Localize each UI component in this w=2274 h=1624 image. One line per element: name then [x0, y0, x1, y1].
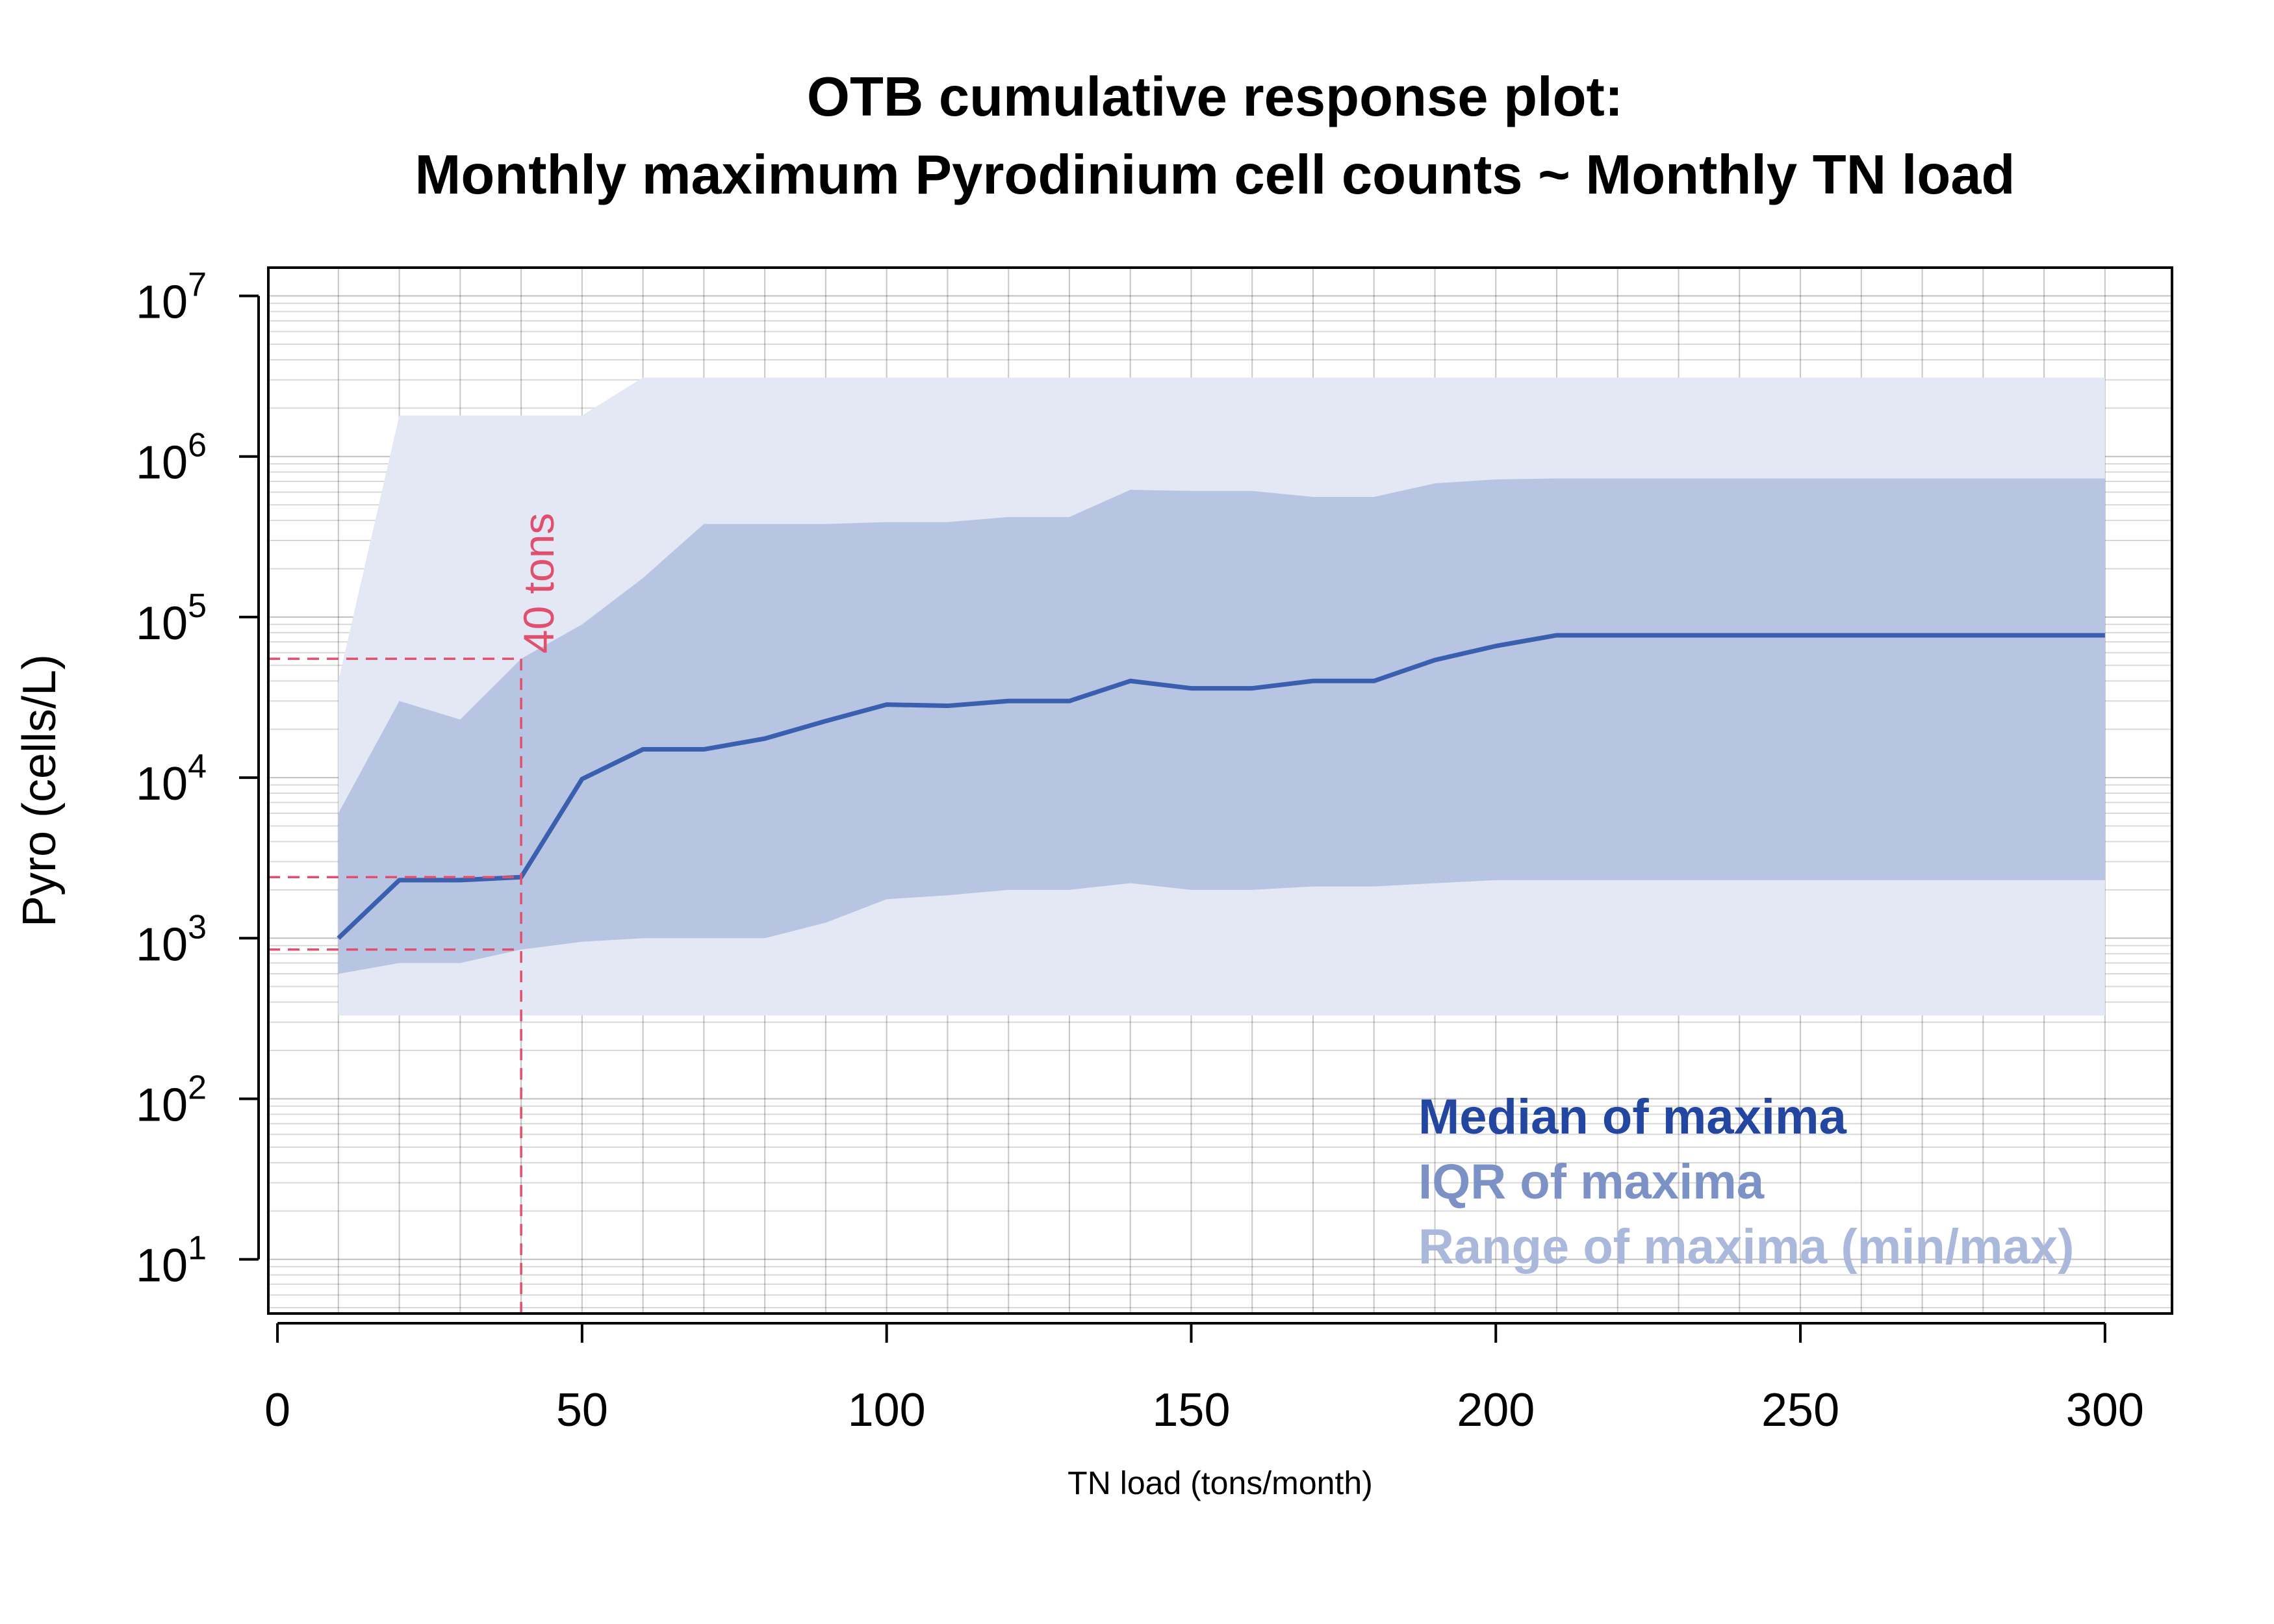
median-line-layer [337, 633, 2105, 940]
chart-title-line-2: Monthly maximum Pyrodinium cell counts ~… [415, 144, 2015, 206]
y-tick-label: 106 [136, 427, 207, 489]
y-tick-label: 107 [136, 266, 207, 329]
x-tick-label: 250 [1761, 1384, 1839, 1436]
x-tick-label: 300 [2066, 1384, 2144, 1436]
x-axis: 0 50 100 150 200 250 300 [264, 1322, 2144, 1436]
x-tick-label: 150 [1152, 1384, 1230, 1436]
iqr-band [338, 478, 2105, 974]
y-tick-label: 104 [136, 748, 207, 810]
x-tick-label: 50 [556, 1384, 608, 1436]
median-line [337, 633, 2105, 940]
x-axis-label: TN load (tons/month) [1067, 1465, 1373, 1501]
y-axis: 101 102 103 104 105 106 107 [136, 266, 260, 1292]
y-tick-label: 101 [136, 1230, 207, 1292]
plot-area-border [267, 266, 2173, 1315]
legend-entry: IQR of maxima [1418, 1154, 1765, 1210]
chart-title-line-1: OTB cumulative response plot: [807, 66, 1623, 128]
legend: Median of maxima IQR of maxima Range of ma… [1418, 1089, 2074, 1275]
y-tick-label: 105 [136, 587, 207, 650]
threshold-label: 40 tons [515, 513, 563, 654]
bands [338, 377, 2105, 1016]
threshold-lines: 40 tons [268, 513, 563, 1313]
x-tick-label: 100 [848, 1384, 926, 1436]
y-tick-label: 103 [136, 908, 207, 971]
y-tick-label: 102 [136, 1069, 207, 1131]
y-axis-label: Pyro (cells/L) [14, 654, 66, 927]
x-tick-label: 200 [1457, 1384, 1535, 1436]
legend-entry: Median of maxima [1418, 1089, 1847, 1145]
legend-entry: Range of maxima (min/max) [1418, 1219, 2074, 1275]
x-tick-label: 0 [264, 1384, 290, 1436]
